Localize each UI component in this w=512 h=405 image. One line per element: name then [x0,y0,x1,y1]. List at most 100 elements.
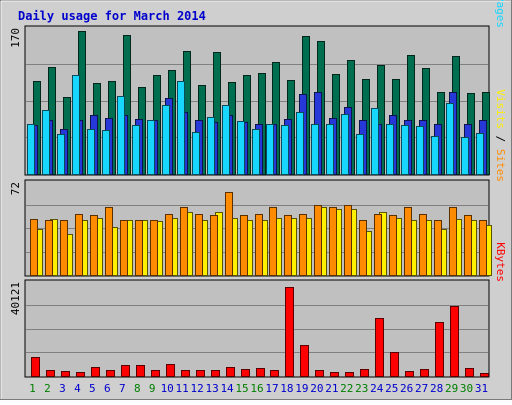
bar-sites-day-21 [329,207,337,276]
bar-kbytes-day-24 [375,318,384,377]
bar-pages-day-16 [252,129,260,175]
bar-kbytes-day-25 [390,352,399,377]
bar-pages-day-28 [431,136,439,175]
bar-pages-day-26 [401,125,409,175]
bar-sites-day-31 [479,220,487,276]
bar-pages-day-10 [162,105,170,175]
x-tick-label: 8 [134,382,141,395]
bar-sites-day-11 [180,207,188,276]
bar-kbytes-day-3 [61,371,70,377]
x-tick-label: 5 [89,382,96,395]
x-tick-label: 11 [176,382,189,395]
bar-kbytes-day-23 [360,369,369,377]
bar-pages-day-18 [281,125,289,175]
x-tick-label: 2 [44,382,51,395]
bar-sites-day-2 [45,220,53,276]
panels: 170 Hits / Files / Pages 72 Visits / Sites 4… [9,0,507,378]
x-tick-label: 1 [29,382,36,395]
x-tick-label: 28 [430,382,443,395]
x-tick-label: 20 [310,382,323,395]
bar-kbytes-day-17 [270,370,279,377]
bar-pages-day-19 [296,112,304,175]
x-tick-label: 13 [205,382,218,395]
bar-sites-day-22 [344,205,352,276]
x-tick-label: 3 [59,382,66,395]
bar-sites-day-16 [255,214,263,276]
x-tick-label: 10 [161,382,174,395]
bar-pages-day-22 [341,114,349,175]
bar-sites-day-29 [449,207,457,276]
bar-pages-day-25 [386,124,394,175]
x-axis-labels: 1 2 3 4 5 6 7 8 9 10 11 12 13 14 15 16 17 18 19 20 21 22 23 24 2… [29,382,488,395]
legend-entry-kbytes: KBytes [494,242,507,282]
panel-visits-sites-series-legend: Visits / Sites [494,89,507,182]
x-tick-label: 31 [475,382,488,395]
bar-sites-day-25 [389,215,397,276]
bar-pages-day-4 [72,75,80,175]
bar-sites-day-15 [240,215,248,276]
bar-pages-day-20 [311,124,319,175]
x-tick-label: 12 [191,382,204,395]
bar-kbytes-day-27 [420,369,429,377]
panel-visits-sites: 72 Visits / Sites [9,89,507,277]
bar-kbytes-day-10 [166,364,175,377]
x-tick-label: 24 [370,382,384,395]
x-tick-label: 15 [235,382,248,395]
bar-kbytes-day-6 [106,370,115,377]
x-tick-label: 26 [400,382,413,395]
x-tick-label: 16 [250,382,263,395]
x-tick-label: 18 [280,382,293,395]
bar-pages-day-6 [102,130,110,175]
legend-entry-sites: Sites [494,149,507,182]
bar-kbytes-day-29 [450,306,459,377]
bar-sites-day-8 [135,220,143,276]
x-tick-label: 30 [460,382,473,395]
bar-kbytes-day-16 [256,368,265,377]
bar-pages-day-12 [192,132,200,175]
bar-kbytes-day-1 [31,357,40,377]
bar-pages-day-5 [87,129,95,175]
bar-sites-day-18 [284,215,292,276]
bar-sites-day-26 [404,207,412,276]
bar-kbytes-day-15 [241,369,250,377]
bar-kbytes-day-20 [315,370,324,377]
bar-kbytes-day-9 [151,370,160,377]
bar-sites-day-12 [195,214,203,276]
x-tick-label: 23 [355,382,368,395]
x-tick-label: 9 [149,382,156,395]
panel-hits-files-pages: 170 Hits / Files / Pages [9,0,507,176]
chart-title: Daily usage for March 2014 [18,9,206,23]
bar-pages-day-14 [222,105,230,175]
bar-pages-day-3 [57,134,65,175]
panel-kbytes-background [24,279,490,378]
bar-sites-day-23 [359,220,367,276]
bar-pages-day-13 [207,117,215,175]
panel-kbytes-series-legend: KBytes [494,242,507,282]
bar-kbytes-day-28 [435,322,444,377]
bar-kbytes-day-18 [285,287,294,377]
bar-sites-day-7 [120,220,128,276]
bar-kbytes-day-19 [300,345,309,377]
bar-sites-day-10 [165,214,173,276]
bar-pages-day-1 [27,124,35,175]
bar-sites-day-28 [434,220,442,276]
x-tick-label: 29 [445,382,458,395]
bar-sites-day-13 [210,215,218,276]
x-tick-label: 4 [74,382,81,395]
bar-sites-day-17 [269,207,277,276]
panel-visits-sites-ymax-label: 72 [9,182,22,195]
panel-hits-files-pages-series-legend: Hits / Files / Pages [494,0,507,28]
bar-sites-day-24 [374,214,382,276]
bar-kbytes-day-13 [211,370,220,377]
panel-kbytes-ymax-label: 40121 [9,282,22,315]
bar-kbytes-day-2 [46,370,55,377]
x-tick-label: 21 [325,382,338,395]
legend-entry-visits: Visits [494,89,507,129]
legend-entry-pages: Pages [494,0,507,28]
bar-kbytes-day-5 [91,367,100,377]
bar-pages-day-24 [371,108,379,175]
x-tick-label: 27 [415,382,428,395]
bar-kbytes-day-8 [136,365,145,377]
